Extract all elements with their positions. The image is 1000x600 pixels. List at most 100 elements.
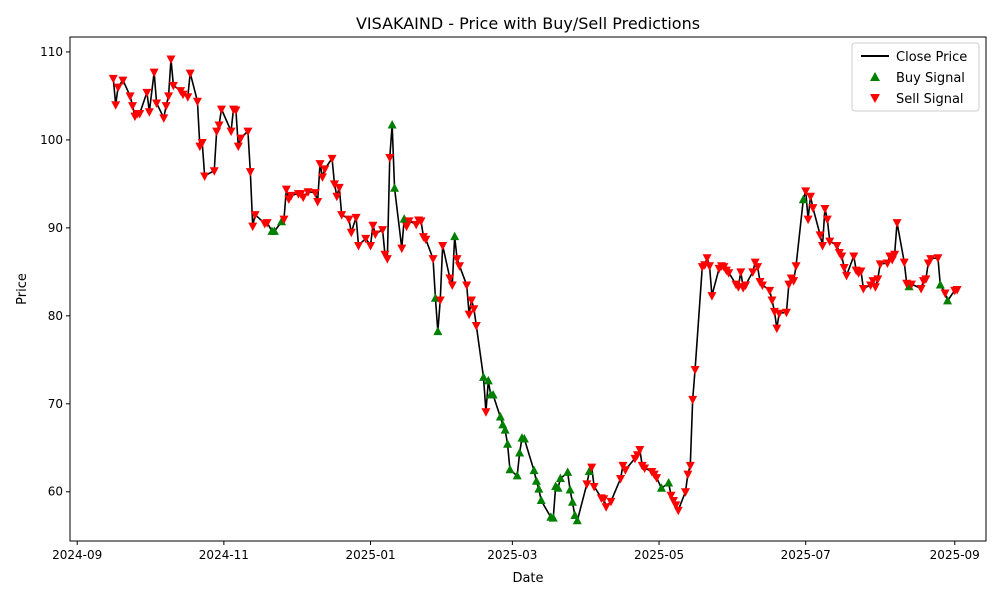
sell-signal-marker [135, 110, 145, 119]
legend-buy-signal-label: Buy Signal [896, 71, 965, 86]
sell-signal-marker [166, 55, 176, 64]
sell-signal-marker [741, 281, 751, 291]
sell-signal-marker [765, 286, 775, 296]
sell-signal-marker [233, 142, 243, 152]
sell-signal-marker [236, 134, 246, 144]
sell-signal-marker [842, 271, 852, 281]
buy-signal-marker [548, 513, 558, 522]
sell-signal-marker [724, 269, 734, 278]
sell-signal-marker [940, 289, 950, 298]
sell-signal-marker [921, 275, 931, 284]
sell-signal-marker [707, 292, 717, 301]
sell-signal-marker [673, 506, 683, 516]
legend-close-price-label: Close Price [896, 50, 967, 65]
sell-signal-marker [899, 258, 909, 268]
sell-signal-marker [118, 76, 128, 86]
sell-signal-marker [671, 501, 681, 510]
buy-signal-marker [584, 466, 594, 476]
sell-signal-marker [832, 241, 842, 251]
sell-signal-marker [875, 260, 885, 269]
sell-signal-marker [382, 255, 392, 264]
sell-signal-marker [452, 255, 462, 264]
sell-signal-marker [683, 470, 693, 480]
sell-signal-marker [161, 102, 171, 111]
sell-signal-marker [416, 217, 426, 226]
sell-signal-marker [108, 74, 118, 84]
sell-signal-marker [149, 68, 159, 78]
sell-signal-marker [685, 461, 695, 471]
buy-signal-marker [433, 326, 443, 336]
sell-signal-marker [344, 215, 354, 225]
buy-signal-marker [798, 194, 808, 204]
sell-signal-marker [916, 285, 926, 294]
sell-signal-marker [772, 324, 782, 334]
sell-signal-marker [438, 241, 448, 251]
buy-signal-marker [505, 464, 515, 474]
buy-signal-marker [555, 473, 565, 483]
buy-signal-marker [565, 484, 575, 494]
sell-signal-marker [582, 480, 592, 489]
x-axis-title: Date [512, 571, 543, 586]
buy-signal-marker [567, 497, 577, 506]
sell-signal-marker [192, 97, 202, 107]
chart-title: VISAKAIND - Price with Buy/Sell Predicti… [356, 14, 700, 33]
sell-signal-marker [952, 285, 962, 295]
sell-signal-marker [216, 105, 226, 115]
y-tick-label: 100 [40, 133, 63, 147]
sell-signal-marker [354, 241, 364, 251]
legend-sell-signal-swatch [870, 94, 880, 103]
buy-signal-marker [269, 226, 279, 235]
sell-signal-marker [825, 237, 835, 247]
sell-signal-marker [226, 127, 236, 137]
sell-signal-marker [767, 296, 777, 305]
y-tick-label: 110 [40, 45, 63, 59]
buy-signal-marker [656, 483, 666, 492]
x-tick-label: 2025-07 [781, 548, 831, 562]
y-tick-label: 70 [48, 397, 63, 411]
x-tick-label: 2025-03 [487, 548, 537, 562]
buy-signal-marker [534, 484, 544, 493]
sell-signal-marker [750, 258, 760, 268]
y-tick-label: 90 [48, 221, 63, 235]
sell-signal-marker [753, 263, 763, 272]
plot-area [108, 55, 962, 525]
sell-signal-marker [640, 464, 650, 473]
sell-signal-marker [298, 193, 308, 203]
sell-signal-marker [652, 474, 662, 483]
sell-signal-marker [784, 280, 794, 290]
sell-signal-marker [839, 263, 849, 273]
sell-signal-marker [315, 160, 325, 169]
sell-signal-marker [334, 183, 344, 193]
x-tick-label: 2025-01 [345, 548, 395, 562]
y-axis: 60 70 80 90 100 110 [40, 45, 70, 499]
sell-signal-marker [805, 192, 815, 202]
x-axis: 2024-09 2024-11 2025-01 2025-03 2025-05 2025-… [52, 541, 980, 562]
sell-signal-marker [467, 296, 477, 305]
sell-signal-marker [183, 93, 193, 102]
buy-signal-marker [935, 280, 945, 289]
sell-signal-marker [447, 281, 457, 291]
buy-signal-marker [483, 375, 493, 385]
buy-signal-marker [515, 448, 525, 457]
sell-signal-marker [197, 139, 207, 148]
sell-signal-marker [926, 255, 936, 264]
sell-signal-marker [243, 127, 253, 137]
sell-signal-marker [818, 241, 828, 251]
sell-signal-marker [454, 262, 464, 271]
sell-signal-marker [250, 211, 260, 220]
sell-signal-marker [601, 503, 611, 512]
legend-sell-signal-label: Sell Signal [896, 92, 964, 107]
sell-signal-marker [868, 277, 878, 286]
buy-signal-marker [664, 477, 674, 487]
sell-signal-marker [606, 497, 616, 507]
sell-signal-marker [428, 255, 438, 264]
sell-signal-marker [757, 281, 767, 291]
buy-signal-marker [563, 467, 573, 476]
sell-signal-marker [892, 219, 902, 228]
sell-signal-marker [635, 446, 645, 455]
buy-signal-marker [531, 476, 541, 485]
sell-signal-marker [337, 211, 347, 220]
buy-signal-marker [495, 411, 505, 421]
sell-signal-marker [801, 187, 811, 196]
